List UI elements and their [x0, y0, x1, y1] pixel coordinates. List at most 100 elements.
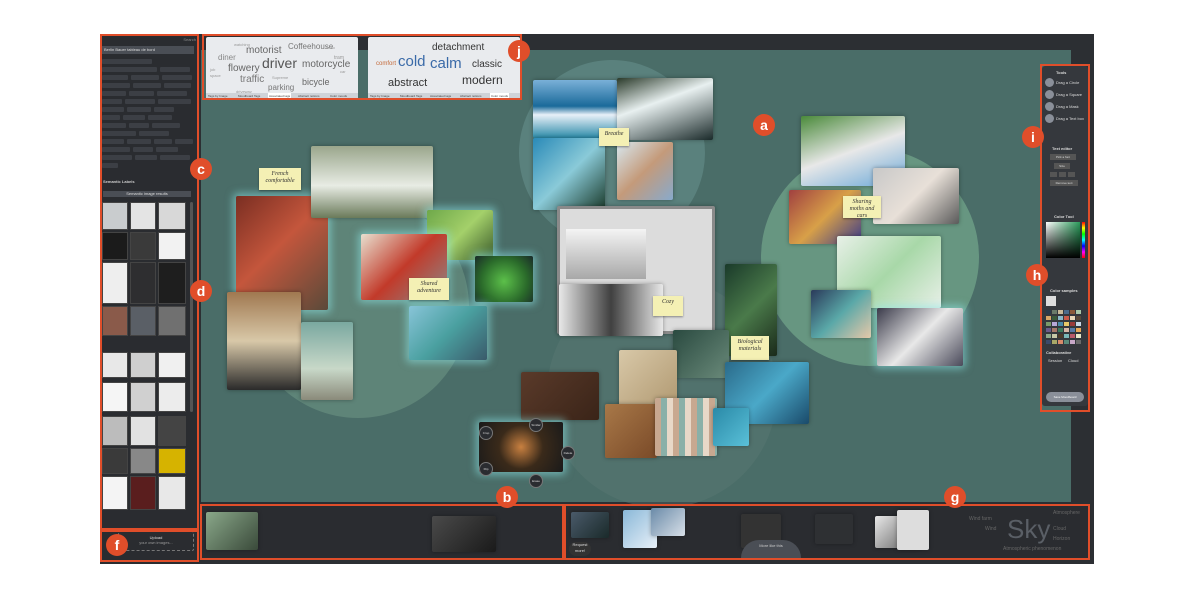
green-pod-car-photo[interactable]: [475, 256, 533, 302]
tag-chip[interactable]: [102, 99, 122, 104]
cloud-word[interactable]: Sky: [1007, 514, 1051, 544]
image-result[interactable]: [158, 416, 186, 446]
color-swatch[interactable]: [1064, 340, 1069, 344]
teal-car-photo[interactable]: [409, 306, 487, 360]
sticky-note[interactable]: French comfortable: [259, 168, 301, 190]
image-result[interactable]: [158, 306, 186, 336]
font-picker[interactable]: Pick a font: [1050, 154, 1076, 160]
image-result[interactable]: [158, 352, 186, 378]
cloud-word[interactable]: abstract: [388, 77, 428, 89]
tab-moodboard-tags[interactable]: Moodboard Tags: [400, 94, 423, 98]
collab-cloud-option[interactable]: Cloud: [1068, 358, 1079, 363]
tag-chip[interactable]: [160, 67, 190, 72]
image-result[interactable]: [130, 476, 156, 510]
radial-flip-button[interactable]: Flip: [479, 462, 493, 476]
size-picker[interactable]: Size: [1054, 163, 1070, 169]
tag-chip[interactable]: [157, 91, 187, 96]
sticky-note[interactable]: Breathe: [599, 128, 629, 146]
color-picker[interactable]: [1046, 222, 1080, 258]
tag-chip[interactable]: [164, 83, 191, 88]
moodboard-canvas[interactable]: French comfortable Shared adventure Brea…: [201, 50, 1071, 508]
color-swatch[interactable]: [1076, 328, 1081, 332]
tag-chip[interactable]: [148, 115, 172, 120]
cloud-word[interactable]: traffic: [240, 74, 265, 85]
cloud-word[interactable]: cold: [398, 53, 426, 70]
image-result[interactable]: [102, 306, 128, 336]
tag-chip[interactable]: [102, 67, 157, 72]
cloud-word[interactable]: comfort: [376, 61, 397, 67]
cloud-word[interactable]: Atmosphere: [1053, 510, 1080, 516]
tag-chip[interactable]: [123, 115, 145, 120]
image-result[interactable]: [102, 202, 128, 230]
cloud-word[interactable]: driveway: [236, 89, 252, 94]
tag-chip[interactable]: [152, 123, 180, 128]
color-swatch[interactable]: [1052, 334, 1057, 338]
image-result[interactable]: [102, 476, 128, 510]
cloud-word[interactable]: Coffeehouse: [288, 42, 334, 51]
strip-image[interactable]: [651, 508, 685, 536]
wood-photo[interactable]: [605, 404, 657, 458]
square-tool-icon[interactable]: [1045, 90, 1054, 99]
relaxing-woman-photo[interactable]: [617, 142, 673, 200]
color-swatch[interactable]: [1076, 316, 1081, 320]
sticky-note[interactable]: Cozy: [653, 296, 683, 316]
cloud-word[interactable]: space: [210, 73, 221, 78]
image-result[interactable]: [158, 382, 186, 412]
image-result[interactable]: [130, 262, 156, 304]
color-swatch[interactable]: [1064, 322, 1069, 326]
leather-photo[interactable]: [521, 372, 599, 420]
image-result[interactable]: [158, 232, 186, 260]
tag-chip[interactable]: [102, 147, 130, 152]
color-swatch[interactable]: [1052, 322, 1057, 326]
tool-label[interactable]: Drag a Mask: [1056, 104, 1079, 109]
color-swatch[interactable]: [1070, 328, 1075, 332]
cloud-word[interactable]: detachment: [432, 42, 485, 53]
color-swatch[interactable]: [1070, 322, 1075, 326]
tool-label[interactable]: Drag a Circle: [1056, 80, 1080, 85]
strip-image[interactable]: [206, 512, 258, 550]
tab-associated-tags[interactable]: Associated tags: [268, 93, 292, 99]
color-swatch[interactable]: [1064, 310, 1069, 314]
image-result[interactable]: [130, 232, 156, 260]
color-swatch[interactable]: [1076, 334, 1081, 338]
color-swatch[interactable]: [1046, 328, 1051, 332]
tag-chip[interactable]: [102, 83, 130, 88]
tag-chip[interactable]: [154, 139, 172, 144]
color-swatch[interactable]: [1052, 316, 1057, 320]
tab-tags-by-image[interactable]: Tags by Image: [208, 94, 228, 98]
cloud-word[interactable]: diner: [218, 53, 236, 62]
image-result[interactable]: [102, 382, 128, 412]
waterfall-photo[interactable]: [617, 78, 713, 140]
tab-color-moods[interactable]: Color moods: [330, 94, 348, 98]
color-swatch[interactable]: [1076, 310, 1081, 314]
current-color-swatch[interactable]: [1046, 296, 1056, 306]
strip-image[interactable]: [897, 510, 929, 550]
cloud-word[interactable]: modern: [462, 73, 503, 87]
tag-chip[interactable]: [158, 99, 191, 104]
friends-phone-photo[interactable]: [811, 290, 871, 338]
color-swatch[interactable]: [1052, 310, 1057, 314]
radial-delete-button[interactable]: Delete: [561, 446, 575, 460]
cafe-interior-photo[interactable]: [227, 292, 301, 390]
color-swatch[interactable]: [1052, 340, 1057, 344]
image-result[interactable]: [102, 352, 128, 378]
tag-chip[interactable]: [129, 123, 149, 128]
tab-color-moods[interactable]: Color moods: [490, 93, 510, 99]
tag-chip[interactable]: [139, 131, 169, 136]
tag-chip[interactable]: [156, 147, 178, 152]
image-result[interactable]: [158, 202, 186, 230]
tab-abstract-notions[interactable]: Abstract notions: [460, 94, 482, 98]
cloud-word[interactable]: tram: [334, 55, 344, 61]
fabric-photo[interactable]: [673, 330, 729, 378]
image-result[interactable]: [130, 382, 156, 412]
color-swatch[interactable]: [1058, 328, 1063, 332]
word-cloud-right[interactable]: detachment cold calm comfort classic abs…: [368, 37, 520, 99]
tag-chip[interactable]: [160, 155, 190, 160]
tag-chip[interactable]: [175, 139, 193, 144]
radial-erase-button[interactable]: Erase: [529, 474, 543, 488]
cloud-word[interactable]: Wind: [985, 526, 997, 532]
cloud-word[interactable]: Cloud: [1053, 526, 1067, 532]
image-result[interactable]: [130, 416, 156, 446]
image-result[interactable]: [158, 262, 186, 304]
save-moodboard-button[interactable]: Save Moodboard: [1046, 392, 1084, 402]
